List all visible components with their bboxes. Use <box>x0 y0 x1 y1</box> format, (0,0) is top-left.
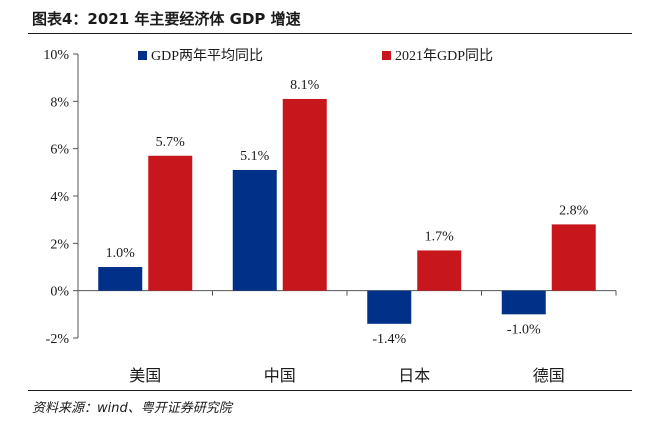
bar <box>501 290 546 315</box>
bar-value-label: 8.1% <box>290 78 320 93</box>
bar <box>367 290 412 324</box>
y-tick-label: 10% <box>43 48 69 63</box>
legend: GDP两年平均同比 2021年GDP同比 <box>138 48 493 64</box>
category-label: 德国 <box>533 366 565 385</box>
bar-value-label: 1.7% <box>425 229 455 244</box>
bar <box>551 224 596 291</box>
y-tick-label: 6% <box>50 143 69 158</box>
y-tick-label: 8% <box>50 95 69 110</box>
bar-value-label: 5.1% <box>240 149 270 164</box>
legend-swatch <box>382 51 391 60</box>
bar <box>232 169 277 291</box>
legend-label: 2021年GDP同比 <box>395 48 493 64</box>
legend-swatch <box>138 51 147 60</box>
bars <box>98 98 596 324</box>
bar <box>98 267 143 291</box>
bar <box>282 98 327 291</box>
category-label: 日本 <box>398 366 430 385</box>
bar-value-label: 2.8% <box>559 203 589 218</box>
bar-value-label: -1.0% <box>507 322 541 337</box>
title-rule <box>28 33 632 34</box>
bar <box>417 250 462 291</box>
bar-value-label: 1.0% <box>106 246 136 261</box>
y-tick-label: -2% <box>46 332 70 347</box>
source-rule <box>28 390 632 391</box>
bar-value-label: 5.7% <box>156 135 186 150</box>
y-tick-label: 4% <box>50 190 69 205</box>
source-note: 资料来源：wind、粤开证券研究院 <box>32 401 232 416</box>
figure-title: 图表4：2021 年主要经济体 GDP 增速 <box>32 10 301 28</box>
category-label: 中国 <box>264 366 296 385</box>
bar-value-label: -1.4% <box>372 332 406 347</box>
bar <box>148 155 193 291</box>
data-labels: 1.0% 5.7% 5.1% 8.1% -1.4% 1.7% -1.0% 2.8% <box>106 78 589 347</box>
y-axis: -2% 0% 2% 4% 6% 8% 10% <box>43 48 79 347</box>
category-label: 美国 <box>129 366 161 385</box>
y-tick-label: 2% <box>50 237 69 252</box>
y-tick-label: 0% <box>50 285 69 300</box>
legend-label: GDP两年平均同比 <box>151 48 263 64</box>
